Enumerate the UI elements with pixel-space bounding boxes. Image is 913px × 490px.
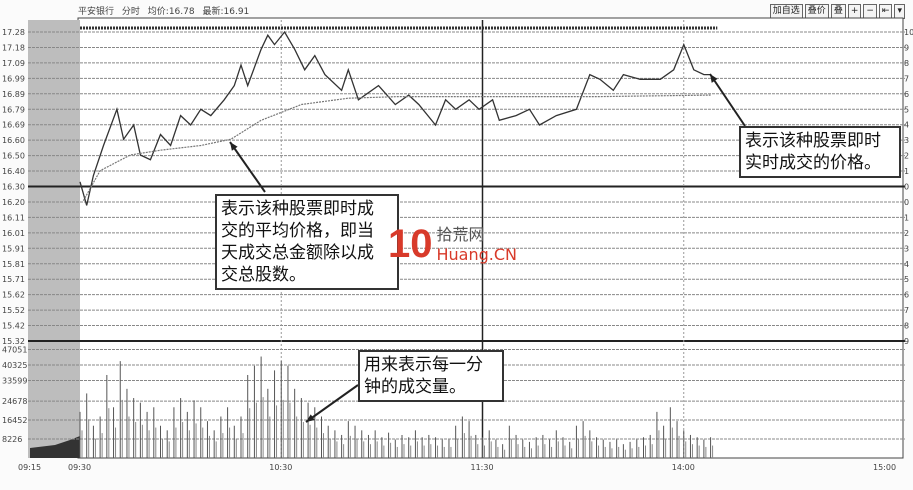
percent-tick-label: 9 (904, 43, 909, 52)
note-line: 实时成交的价格。 (745, 153, 881, 173)
volume-tick-label: 8226 (2, 435, 22, 444)
price-tick-label: 16.79 (2, 105, 25, 114)
price-tick-label: 16.11 (2, 213, 25, 222)
watermark-number: 10 (388, 222, 433, 266)
price-tick-label: 15.42 (2, 322, 25, 331)
percent-tick-label: 9 (904, 337, 909, 346)
price-tick-label: 16.30 (2, 183, 25, 192)
percent-tick-label: 6 (904, 291, 909, 300)
pre-market-area (28, 20, 80, 458)
price-tick-label: 16.60 (2, 136, 25, 145)
price-note-arrow (709, 73, 746, 127)
price-tick-label: 16.89 (2, 90, 25, 99)
percent-tick-label: 10 (904, 28, 913, 37)
price-tick-label: 17.18 (2, 43, 25, 52)
time-tick-label: 14:00 (672, 463, 695, 472)
price-tick-label: 17.28 (2, 28, 25, 37)
time-tick-label: 15:00 (873, 463, 896, 472)
percent-tick-label: 4 (904, 121, 909, 130)
average-price-line (82, 94, 711, 201)
note-line: 天成交总金额除以成 (221, 243, 374, 263)
percent-tick-label: 8 (904, 322, 909, 331)
watermark-logo: 10 拾荒网 Huang.CN (388, 222, 517, 267)
volume-tick-label: 16452 (2, 416, 27, 425)
percent-tick-label: 6 (904, 90, 909, 99)
price-tick-label: 17.09 (2, 59, 25, 68)
note-line: 表示该种股票即时 (745, 131, 881, 151)
volume-note-arrow-head (306, 414, 315, 422)
price-line-note: 表示该种股票即时 实时成交的价格。 (739, 126, 901, 178)
percent-tick-label: 8 (904, 59, 909, 68)
percent-tick-label: 7 (904, 74, 909, 83)
volume-tick-label: 33599 (2, 377, 27, 386)
avg-price-label: 均价:16.78 (147, 7, 195, 17)
price-tick-label: 15.81 (2, 260, 25, 269)
price-tick-label: 15.91 (2, 244, 25, 253)
price-tick-label: 16.69 (2, 121, 25, 130)
chart-mode: 分时 (121, 7, 140, 17)
last-price-label: 最新:16.91 (202, 7, 250, 17)
price-tick-label: 16.40 (2, 167, 25, 176)
percent-tick-label: 5 (904, 105, 909, 114)
price-tick-label: 16.50 (2, 152, 25, 161)
note-line: 交的平均价格，即当 (221, 221, 374, 241)
price-tick-label: 15.62 (2, 291, 25, 300)
price-tick-label: 15.52 (2, 306, 25, 315)
price-tick-label: 16.99 (2, 74, 25, 83)
note-line: 交总股数。 (221, 265, 306, 285)
percent-tick-label: 7 (904, 306, 909, 315)
volume-note: 用来表示每一分 钟的成交量。 (358, 350, 504, 402)
price-tick-label: 16.01 (2, 229, 25, 238)
avg-note-arrow (229, 141, 266, 193)
avg-line-note: 表示该种股票即时成 交的平均价格，即当 天成交总金额除以成 交总股数。 (215, 194, 399, 290)
percent-tick-label: 3 (904, 136, 909, 145)
percent-tick-label: 2 (904, 152, 909, 161)
percent-tick-label: 0 (904, 183, 909, 192)
note-line: 用来表示每一分 (364, 355, 483, 375)
percent-tick-label: 1 (904, 213, 909, 222)
time-tick-label: 09:15 (18, 463, 41, 472)
stock-name: 平安银行 (78, 7, 115, 17)
pre-market-volume (30, 436, 80, 458)
price-line (79, 30, 711, 206)
percent-tick-label: 4 (904, 260, 909, 269)
note-line: 钟的成交量。 (364, 377, 466, 397)
price-tick-label: 15.32 (2, 337, 25, 346)
volume-tick-label: 47051 (2, 345, 27, 354)
price-note-arrow-head (710, 74, 718, 83)
time-tick-label: 09:30 (68, 463, 91, 472)
time-tick-label: 10:30 (269, 463, 292, 472)
percent-tick-label: 2 (904, 229, 909, 238)
volume-tick-label: 40325 (2, 361, 27, 370)
avg-note-arrow-head (230, 142, 238, 151)
volume-note-arrow (305, 384, 359, 423)
time-tick-label: 11:30 (471, 463, 494, 472)
percent-tick-label: 3 (904, 244, 909, 253)
percent-tick-label: 5 (904, 275, 909, 284)
percent-tick-label: 1 (904, 167, 909, 176)
chart-header: 平安银行 分时 均价:16.78 最新:16.91 (78, 4, 254, 17)
price-tick-label: 15.71 (2, 275, 25, 284)
price-tick-label: 16.20 (2, 198, 25, 207)
watermark-name: 拾荒网 (436, 224, 485, 244)
percent-tick-label: 0 (904, 198, 909, 207)
overlay-button[interactable]: 叠 (830, 4, 846, 19)
zoom-out-button[interactable]: − (863, 4, 877, 19)
watermark-domain: Huang.CN (436, 244, 518, 264)
volume-tick-label: 24678 (2, 397, 27, 406)
note-line: 表示该种股票即时成 (221, 199, 374, 219)
